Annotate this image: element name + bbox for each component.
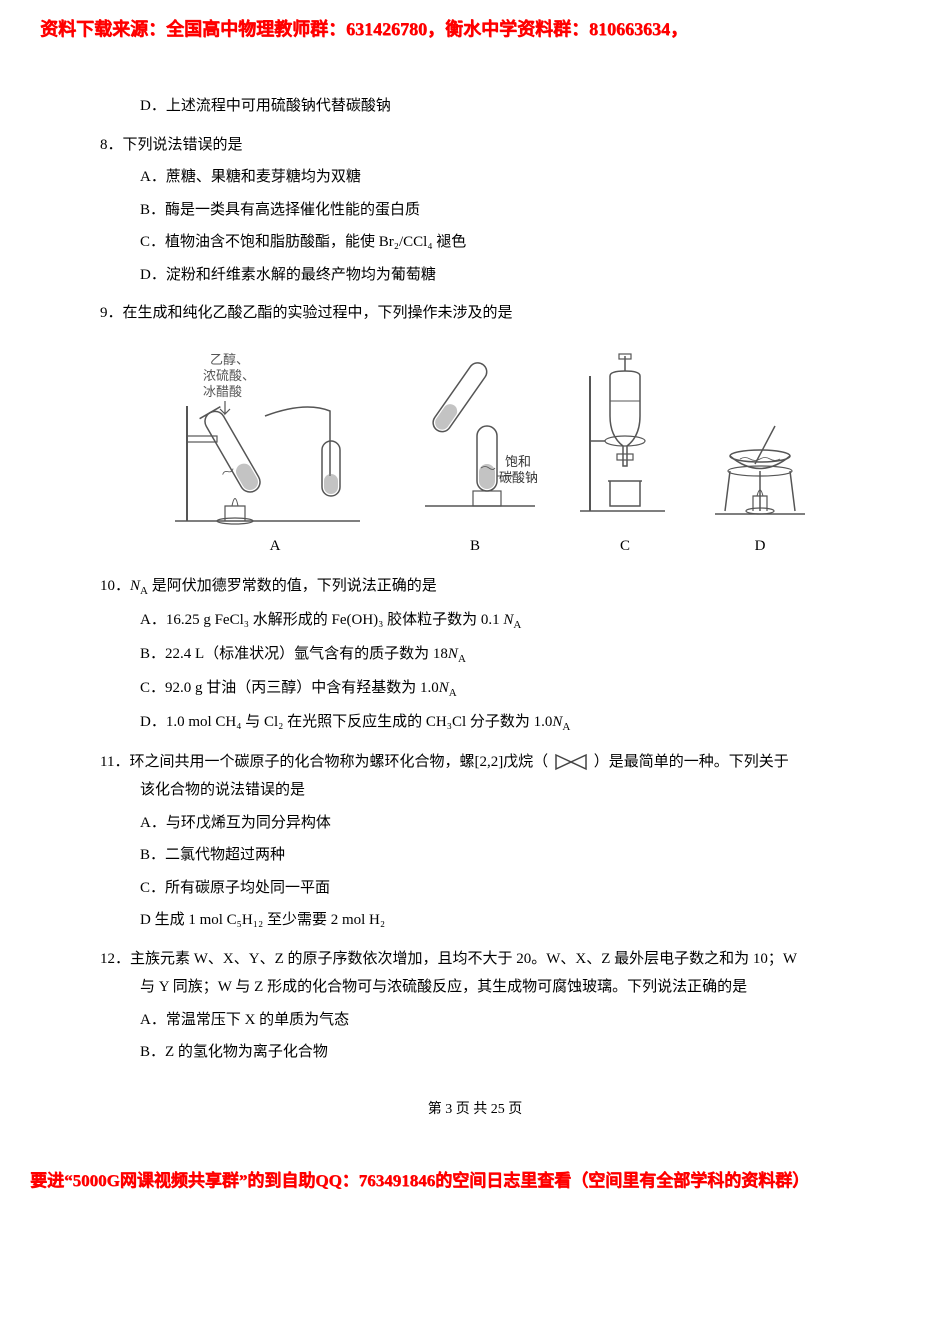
question-9: 9．在生成和纯化乙酸乙酯的实验过程中，下列操作未涉及的是 乙醇、 浓硫酸、 冰醋… bbox=[100, 299, 850, 560]
figA-text2: 浓硫酸、 bbox=[203, 368, 255, 383]
figA-text1: 乙醇、 bbox=[210, 352, 249, 367]
content-area: D．上述流程中可用硫酸钠代替碳酸钠 8．下列说法错误的是 A．蔗糖、果糖和麦芽糖… bbox=[0, 58, 950, 1133]
q8-stem: 8．下列说法错误的是 bbox=[100, 131, 850, 160]
bowtie-icon bbox=[552, 751, 590, 773]
figA-text3: 冰醋酸 bbox=[203, 384, 242, 399]
figure-c: C bbox=[575, 346, 675, 561]
figure-d: D bbox=[705, 346, 815, 561]
question-10: 10．NA 是阿伏加德罗常数的值，下列说法正确的是 A．16.25 g FeCl… bbox=[100, 572, 850, 737]
q9-figures: 乙醇、 浓硫酸、 冰醋酸 bbox=[160, 346, 830, 561]
q12-option-a: A．常温常压下 X 的单质为气态 bbox=[140, 1006, 850, 1035]
q8-option-b: B．酶是一类具有高选择催化性能的蛋白质 bbox=[140, 196, 850, 225]
figure-a: 乙醇、 浓硫酸、 冰醋酸 bbox=[175, 346, 375, 561]
q8-option-d: D．淀粉和纤维素水解的最终产物均为葡萄糖 bbox=[140, 261, 850, 290]
figB-text2: 碳酸钠 bbox=[499, 470, 538, 485]
page-number: 第 3 页 共 25 页 bbox=[100, 1097, 850, 1124]
question-12: 12．主族元素 W、X、Y、Z 的原子序数依次增加，且均不大于 20。W、X、Z… bbox=[100, 945, 850, 1067]
q10-stem: 10．NA 是阿伏加德罗常数的值，下列说法正确的是 bbox=[100, 572, 850, 602]
q11-stem-line2: 该化合物的说法错误的是 bbox=[140, 776, 850, 805]
figB-label: B bbox=[470, 532, 480, 561]
figC-label: C bbox=[620, 532, 630, 561]
q11-option-d: D 生成 1 mol C₅H₁₂ 至少需要 2 mol H₂ bbox=[140, 906, 850, 935]
q11-stem-line1: 11．环之间共用一个碳原子的化合物称为螺环化合物，螺[2,2]戊烷（ ）是最简单… bbox=[100, 748, 850, 777]
q10-option-a: A．16.25 g FeCl₃ 水解形成的 Fe(OH)₃ 胶体粒子数为 0.1… bbox=[140, 606, 850, 636]
q10-option-b: B．22.4 L（标准状况）氩气含有的质子数为 18NA bbox=[140, 640, 850, 670]
q7-option-d: D．上述流程中可用硫酸钠代替碳酸钠 bbox=[140, 92, 850, 121]
page-footer: 要进“5000G网课视频共享群”的到自助QQ：763491846的空间日志里查看… bbox=[0, 1153, 950, 1209]
q11-option-b: B．二氯代物超过两种 bbox=[140, 841, 850, 870]
q11-option-a: A．与环戊烯互为同分异构体 bbox=[140, 809, 850, 838]
question-8: 8．下列说法错误的是 A．蔗糖、果糖和麦芽糖均为双糖 B．酶是一类具有高选择催化… bbox=[100, 131, 850, 290]
question-11: 11．环之间共用一个碳原子的化合物称为螺环化合物，螺[2,2]戊烷（ ）是最简单… bbox=[100, 748, 850, 935]
q9-stem: 9．在生成和纯化乙酸乙酯的实验过程中，下列操作未涉及的是 bbox=[100, 299, 850, 328]
q11-option-c: C．所有碳原子均处同一平面 bbox=[140, 874, 850, 903]
q10-option-c: C．92.0 g 甘油（丙三醇）中含有羟基数为 1.0NA bbox=[140, 674, 850, 704]
q12-option-b: B．Z 的氢化物为离子化合物 bbox=[140, 1038, 850, 1067]
q12-stem-line2: 与 Y 同族；W 与 Z 形成的化合物可与浓硫酸反应，其生成物可腐蚀玻璃。下列说… bbox=[140, 973, 850, 1002]
figA-label: A bbox=[270, 532, 281, 561]
q10-option-d: D．1.0 mol CH₄ 与 Cl₂ 在光照下反应生成的 CH₃Cl 分子数为… bbox=[140, 708, 850, 738]
figure-b: 饱和 碳酸钠 B bbox=[405, 346, 545, 561]
q8-option-c: C．植物油含不饱和脂肪酸酯，能使 Br₂/CCl₄ 褪色 bbox=[140, 228, 850, 257]
page-header: 资料下载来源：全国高中物理教师群：631426780，衡水中学资料群：81066… bbox=[0, 0, 950, 58]
figD-label: D bbox=[755, 532, 766, 561]
figB-text1: 饱和 bbox=[505, 454, 531, 469]
q8-option-a: A．蔗糖、果糖和麦芽糖均为双糖 bbox=[140, 163, 850, 192]
q12-stem-line1: 12．主族元素 W、X、Y、Z 的原子序数依次增加，且均不大于 20。W、X、Z… bbox=[100, 945, 850, 974]
